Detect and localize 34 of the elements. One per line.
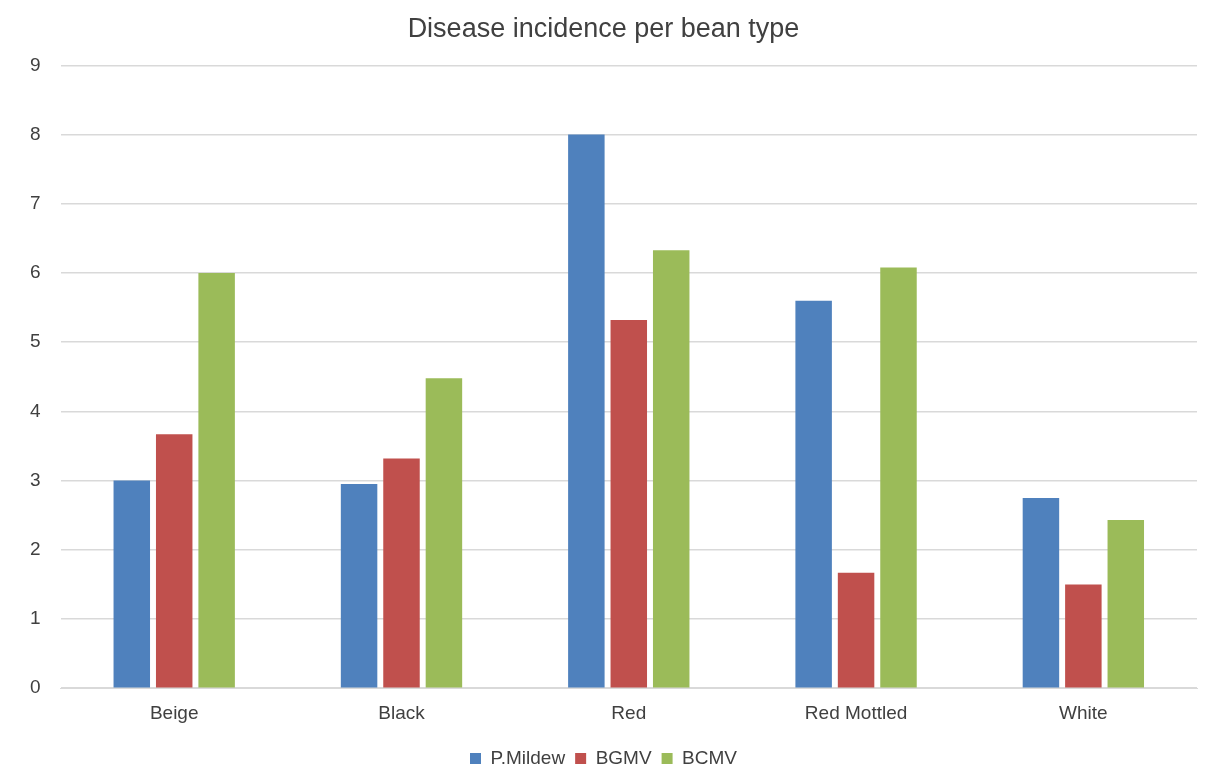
y-tick-label: 5 [29,330,41,352]
x-tick-label: White [1059,701,1108,723]
y-tick-label: 2 [29,538,41,560]
x-tick-label: Black [378,701,426,723]
y-tick-label: 1 [29,607,41,629]
bar [880,267,917,688]
bar [1022,497,1060,688]
bar [113,480,151,688]
bar [1065,584,1102,688]
x-tick-label: Beige [149,701,199,723]
bar [155,434,193,688]
chart-title: Disease incidence per bean type [407,12,800,43]
bar [340,484,378,688]
bar [610,320,648,688]
y-tick-label: 7 [29,192,41,214]
bar [383,458,420,688]
bar [1107,520,1145,688]
bar [652,250,690,688]
y-tick-label: 9 [29,53,41,75]
y-tick-label: 6 [29,261,41,283]
bar [425,378,463,688]
x-tick-label: Red [611,701,647,723]
legend-label: BCMV [682,746,738,768]
bar [568,134,605,688]
bar [198,273,235,688]
y-tick-label: 8 [29,122,41,144]
legend-label: BGMV [595,746,652,768]
bar [837,572,875,688]
y-tick-label: 3 [29,468,41,490]
x-tick-label: Red Mottled [804,701,908,723]
y-tick-label: 0 [29,676,41,698]
bar [795,300,832,688]
y-tick-label: 4 [29,399,41,421]
legend-label: P.Mildew [490,746,566,768]
